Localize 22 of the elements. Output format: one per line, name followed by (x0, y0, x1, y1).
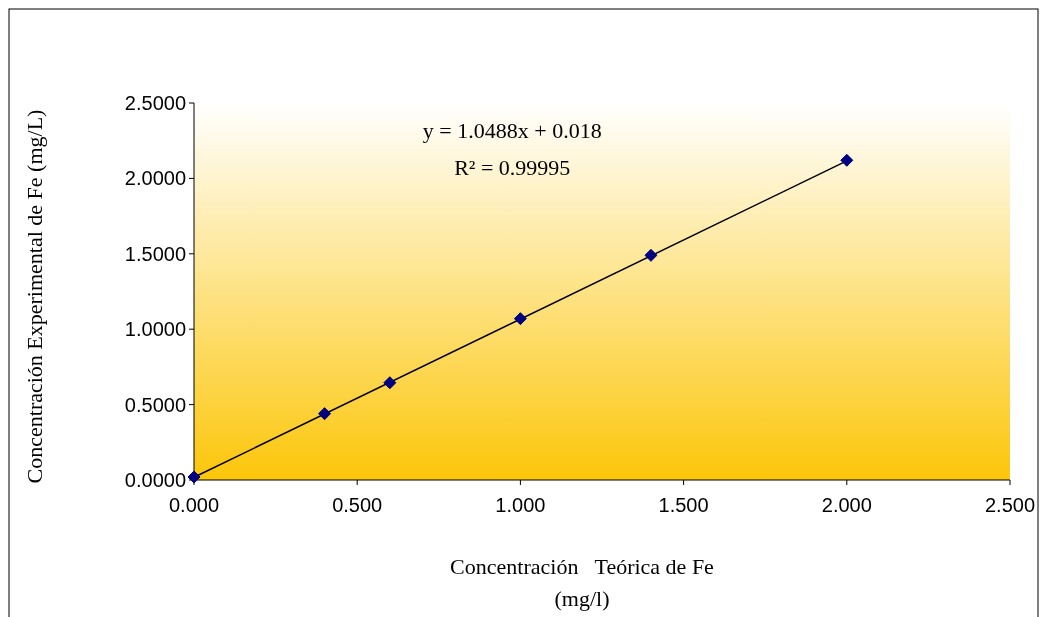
annotation: R² = 0.99995 (454, 155, 571, 180)
y-tick-label: 0.5000 (124, 393, 186, 416)
point (513, 312, 527, 326)
point (840, 153, 854, 167)
point (318, 407, 332, 421)
y-axis-title: Concentración Experimental de Fe (mg/L) (22, 109, 47, 484)
y-tick-label: 1.0000 (124, 318, 186, 341)
point (644, 248, 658, 262)
x-tick-label: 0.000 (168, 494, 220, 516)
y-tick-label: 0.0000 (124, 469, 186, 491)
x-axis-title: Concentración Teórica de Fe (mg/l) (450, 554, 714, 611)
x-tick-label: 1.500 (658, 494, 709, 516)
y-tick-label: 2.5000 (124, 92, 186, 114)
x-tick-label: 2.500 (984, 494, 1036, 516)
x-tick-label: 2.000 (821, 494, 872, 516)
x-tick-label: 0.500 (332, 494, 383, 516)
point (187, 470, 201, 484)
point (383, 376, 397, 390)
x-tick-label: 1.000 (495, 494, 546, 516)
annotation: y = 1.0488x + 0.018 (422, 118, 602, 143)
y-tick-label: 2.0000 (124, 167, 186, 190)
y-tick-label: 1.5000 (124, 242, 186, 265)
